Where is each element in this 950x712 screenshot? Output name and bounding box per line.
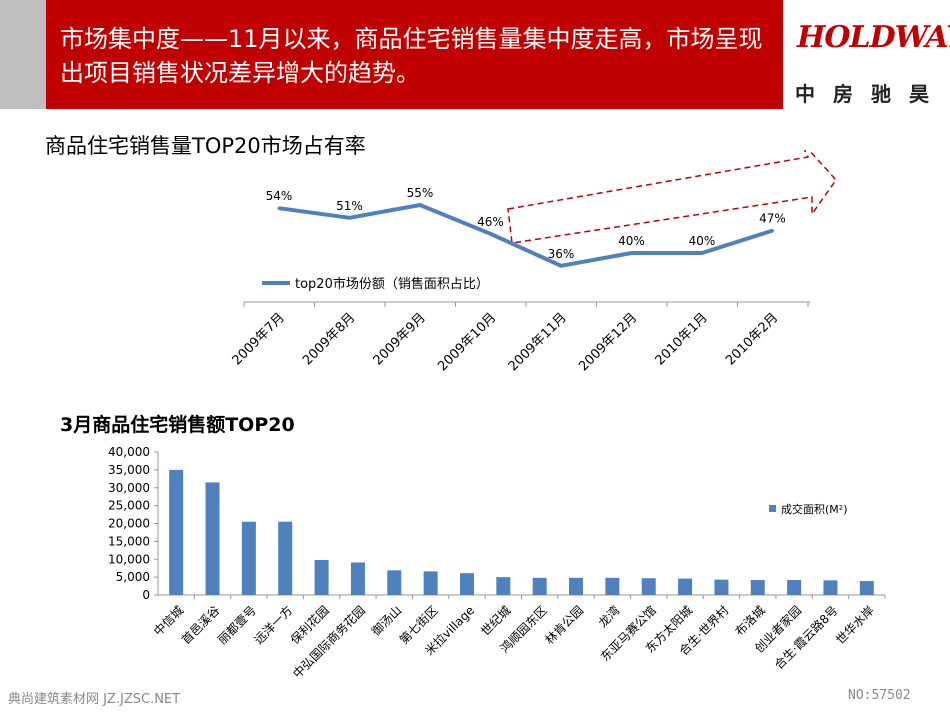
logo-chinese: 中房驰昊 <box>795 82 947 106</box>
legend-swatch <box>769 505 776 512</box>
y-tick-label: 30,000 <box>108 481 150 495</box>
category-label: 2009年8月 <box>300 310 358 368</box>
data-point <box>771 229 774 233</box>
bar <box>678 578 693 595</box>
category-label: 中信城 <box>150 603 186 639</box>
bar <box>205 482 220 595</box>
page-title: 市场集中度——11月以来，商品住宅销售量集中度走高，市场呈现出项目销售状况差异增… <box>60 25 763 87</box>
bar <box>750 579 765 595</box>
bar-chart: 0 5,000 10,000 15,000 20,000 25,000 30,000 35,0… <box>108 445 886 681</box>
logo-text: HOLDWAYS <box>797 20 950 55</box>
bar <box>423 571 438 595</box>
data-point <box>348 216 351 220</box>
bar <box>641 578 656 595</box>
bar <box>859 581 874 595</box>
data-point <box>277 206 281 210</box>
footer-number: NO:57502 <box>848 688 911 703</box>
category-label: 世纪城 <box>478 603 513 638</box>
category-label: 2009年7月 <box>230 310 288 368</box>
y-tick-label: 10,000 <box>108 552 150 566</box>
legend-label: top20市场份额（销售面积占比） <box>295 276 489 292</box>
category-label: 2009年11月 <box>506 310 570 374</box>
y-tick-label: 15,000 <box>108 534 150 548</box>
data-label: 40% <box>689 234 716 248</box>
footer-watermark: 典尚建筑素材网 JZ.JZSC.NET <box>8 692 181 707</box>
series-line <box>278 203 774 268</box>
data-point <box>630 251 633 255</box>
bar <box>387 570 402 595</box>
y-tick-label: 5,000 <box>116 570 150 584</box>
y-tick-label: 35,000 <box>108 463 150 477</box>
y-tick-label: 25,000 <box>108 499 150 513</box>
data-point <box>559 264 563 268</box>
category-label: 御汤山 <box>368 603 404 639</box>
logo: HOLDWAYS 中房驰昊 <box>783 0 950 109</box>
data-label: 46% <box>477 215 504 229</box>
data-label: 51% <box>336 199 363 213</box>
category-label: 林肯公园 <box>542 603 586 647</box>
data-label: 55% <box>407 186 434 200</box>
legend-label: 成交面积(M²) <box>781 502 847 516</box>
data-point <box>489 232 492 236</box>
category-label: 布洛城 <box>732 603 768 639</box>
y-tick-label: 40,000 <box>108 445 150 459</box>
category-label: 世华水岸 <box>833 603 877 647</box>
y-tick-label: 20,000 <box>108 517 150 531</box>
category-label: 首邑溪谷 <box>179 603 223 647</box>
data-label: 47% <box>759 212 786 226</box>
data-point <box>700 251 704 255</box>
bar <box>714 579 729 595</box>
y-tick-label: 0 <box>142 588 150 602</box>
header-bar: 市场集中度——11月以来，商品住宅销售量集中度走高，市场呈现出项目销售状况差异增… <box>0 0 783 109</box>
bar <box>569 577 584 595</box>
bar <box>278 521 293 595</box>
bar <box>459 573 474 595</box>
category-label: 龙湾 <box>595 603 623 631</box>
line-chart-title: 商品住宅销售量TOP20市场占有率 <box>45 134 366 158</box>
category-label: 2009年9月 <box>371 310 429 368</box>
line-chart: 54% 51% 55% 46% 36% 40% 40% 47% top20市场份额（销售面积占比… <box>230 150 837 374</box>
bar <box>314 559 329 595</box>
bar <box>823 580 838 595</box>
bar-chart-title: 3月商品住宅销售额TOP20 <box>60 414 295 436</box>
data-point <box>418 203 422 207</box>
bar <box>532 577 547 595</box>
bar <box>169 469 184 595</box>
data-label: 40% <box>618 234 645 248</box>
category-label: 2009年10月 <box>435 310 499 374</box>
trend-arrow <box>507 150 837 244</box>
category-label: 2010年1月 <box>653 310 711 368</box>
bar <box>350 562 365 595</box>
category-label: 2010年2月 <box>723 310 781 368</box>
data-label: 36% <box>548 247 575 261</box>
bar <box>605 577 620 595</box>
bar <box>787 579 802 595</box>
category-label: 2009年12月 <box>576 310 640 374</box>
bar <box>496 577 511 595</box>
bar <box>241 521 256 595</box>
category-label: 丽都壹号 <box>215 603 259 647</box>
data-label: 54% <box>266 189 293 203</box>
category-label: 远洋一方 <box>251 603 296 648</box>
header-stripe <box>0 0 46 109</box>
category-label: 合生·霞云路8号 <box>771 603 841 673</box>
